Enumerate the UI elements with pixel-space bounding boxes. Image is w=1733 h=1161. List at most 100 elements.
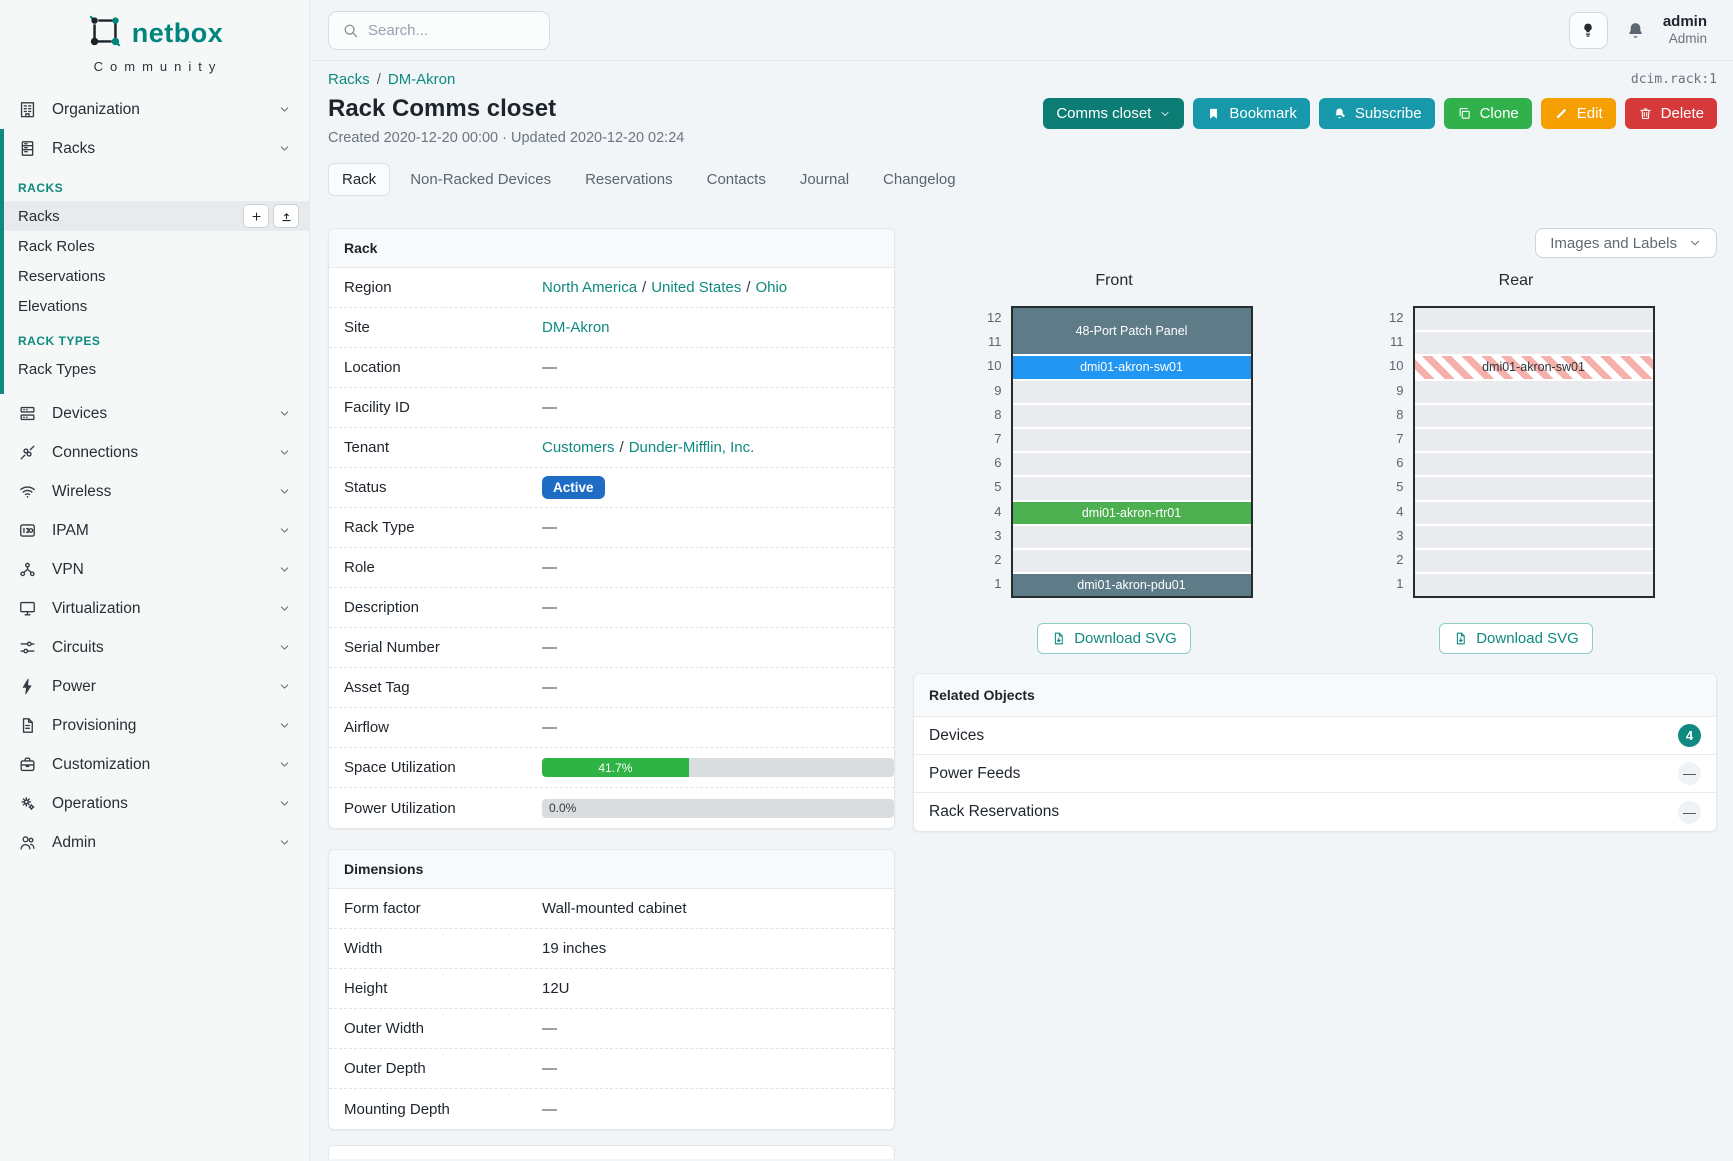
sidebar-item-label: Connections (52, 443, 139, 461)
rack-unit-empty[interactable] (1012, 380, 1251, 403)
value-link-united-states[interactable]: United States (651, 279, 742, 296)
lightbulb-icon (1579, 21, 1597, 39)
tab-reservations[interactable]: Reservations (585, 171, 673, 188)
sidebar-item-power[interactable]: Power (0, 667, 309, 706)
sidebar-item-ipam[interactable]: IPAM (0, 511, 309, 550)
related-row-rack-reservations[interactable]: Rack Reservations — (914, 793, 1716, 831)
value-link-north-america[interactable]: North America (542, 279, 638, 296)
monitor-icon (18, 599, 37, 618)
rack-device-dmi01-akron-rtr01[interactable]: dmi01-akron-rtr01 (1012, 501, 1251, 524)
username: admin (1662, 12, 1707, 30)
briefcase-icon (18, 755, 37, 774)
notifications-bell-icon[interactable] (1625, 20, 1646, 41)
elevation-display-select[interactable]: Images and Labels (1535, 228, 1717, 258)
sidebar-item-devices[interactable]: Devices (0, 394, 309, 433)
pencil-icon (1554, 106, 1569, 121)
tab-non-racked-devices[interactable]: Non-Racked Devices (410, 171, 552, 188)
rack-unit-empty[interactable] (1012, 404, 1251, 427)
theme-toggle-button[interactable] (1568, 11, 1608, 49)
related-row-devices[interactable]: Devices 4 (914, 717, 1716, 756)
sidebar-item-provisioning[interactable]: Provisioning (0, 706, 309, 745)
rack-device-48-port-patch-panel[interactable]: 48-Port Patch Panel (1012, 308, 1251, 355)
sidebar-item-racks[interactable]: Racks (4, 129, 309, 168)
rack-unit-empty[interactable] (1414, 525, 1653, 548)
value-link-customers[interactable]: Customers (542, 439, 615, 456)
rack-unit-empty[interactable] (1414, 332, 1653, 355)
rack-unit-empty[interactable] (1414, 501, 1653, 524)
delete-button[interactable]: Delete (1624, 98, 1717, 129)
sidebar-item-circuits[interactable]: Circuits (0, 628, 309, 667)
value-link-dm-akron[interactable]: DM-Akron (542, 319, 610, 336)
sidebar-subitem-rack-roles[interactable]: Rack Roles (4, 231, 309, 261)
sidebar-subitem-racks[interactable]: Racks (4, 201, 309, 231)
document-icon (18, 716, 37, 735)
search-input[interactable] (368, 21, 518, 39)
related-row-power-feeds[interactable]: Power Feeds — (914, 755, 1716, 794)
row-value: 0.0% (542, 798, 894, 818)
right-column: Images and Labels Front 12 11 10 9 8 7 6 5 4 3 2 1 48… (913, 228, 1717, 1159)
rack-device-dmi01-akron-pdu01[interactable]: dmi01-akron-pdu01 (1012, 574, 1251, 597)
rack-unit-empty[interactable] (1012, 428, 1251, 452)
rack-group-dropdown-button[interactable]: Comms closet (1043, 98, 1185, 129)
import-button[interactable] (273, 204, 299, 228)
rack-unit-empty[interactable] (1414, 549, 1653, 573)
sidebar-item-connections[interactable]: Connections (0, 433, 309, 472)
search-icon (342, 22, 359, 39)
value-link-ohio[interactable]: Ohio (755, 279, 788, 296)
tab-rack[interactable]: Rack (328, 163, 391, 196)
status-badge: Active (542, 476, 605, 499)
rack-unit-empty[interactable] (1414, 453, 1653, 476)
download-svg-button-front[interactable]: Download SVG (1037, 623, 1191, 655)
sidebar-item-vpn[interactable]: VPN (0, 550, 309, 589)
subscribe-button[interactable]: Subscribe (1318, 98, 1435, 129)
empty-value-dash: — (542, 599, 557, 616)
sidebar-item-organization[interactable]: Organization (0, 90, 309, 129)
rack-unit-empty[interactable] (1414, 477, 1653, 500)
trash-icon (1638, 106, 1653, 121)
sidebar-item-customization[interactable]: Customization (0, 745, 309, 784)
sidebar-item-operations[interactable]: Operations (0, 784, 309, 823)
table-row: Space Utilization 41.7% (329, 748, 894, 788)
rack-unit-empty[interactable] (1414, 380, 1653, 403)
download-svg-button-rear[interactable]: Download SVG (1439, 623, 1593, 655)
row-label: Description (344, 599, 420, 616)
tab-contacts[interactable]: Contacts (706, 171, 766, 188)
empty-value-dash: — (542, 1100, 557, 1118)
sidebar-subitem-rack-types[interactable]: Rack Types (4, 354, 309, 384)
sidebar-item-label: Virtualization (52, 599, 141, 617)
rack-unit-empty[interactable] (1012, 453, 1251, 476)
sidebar-nav: Organization Racks RACKS Racks Rack Roles Re… (0, 90, 309, 862)
netbox-logo[interactable]: netbox Community (0, 0, 309, 74)
rack-unit-empty[interactable] (1012, 525, 1251, 548)
row-value: Active (542, 476, 605, 499)
rack-unit-empty[interactable] (1012, 549, 1251, 573)
rack-unit-empty[interactable] (1414, 574, 1653, 597)
rack-device-dmi01-akron-sw01[interactable]: dmi01-akron-sw01 (1414, 356, 1653, 379)
sidebar-subitem-reservations[interactable]: Reservations (4, 261, 309, 291)
clone-button[interactable]: Clone (1443, 98, 1532, 129)
rack-elevation-front: Front 12 11 10 9 8 7 6 5 4 3 2 1 48-Port Patch Panel d… (976, 272, 1253, 655)
rack-unit-empty[interactable] (1414, 404, 1653, 427)
table-row: Description — (329, 588, 894, 628)
rack-unit-empty[interactable] (1012, 477, 1251, 500)
sidebar-item-wireless[interactable]: Wireless (0, 472, 309, 511)
search-box[interactable] (328, 10, 550, 50)
rack-unit-empty[interactable] (1414, 308, 1653, 331)
dimensions-panel-title: Dimensions (329, 850, 894, 889)
breadcrumb-link-racks[interactable]: Racks (328, 71, 370, 88)
edit-button[interactable]: Edit (1540, 98, 1616, 129)
add-button[interactable] (243, 204, 269, 228)
rack-unit-empty[interactable] (1414, 428, 1653, 452)
sidebar-subitem-elevations[interactable]: Elevations (4, 291, 309, 321)
bookmark-button[interactable]: Bookmark (1193, 98, 1310, 129)
tab-changelog[interactable]: Changelog (883, 171, 956, 188)
sidebar-item-virtualization[interactable]: Virtualization (0, 589, 309, 628)
sidebar-item-admin[interactable]: Admin (0, 823, 309, 862)
value-link-dunder-mifflin-inc[interactable]: Dunder-Mifflin, Inc. (628, 439, 755, 456)
ipam-icon (18, 521, 37, 540)
user-menu[interactable]: admin Admin (1663, 13, 1707, 47)
rack-device-dmi01-akron-sw01[interactable]: dmi01-akron-sw01 (1012, 356, 1251, 379)
tab-journal[interactable]: Journal (799, 171, 850, 188)
breadcrumb-link-dm-akron[interactable]: DM-Akron (387, 71, 456, 88)
sidebar-item-label: Admin (52, 833, 96, 851)
